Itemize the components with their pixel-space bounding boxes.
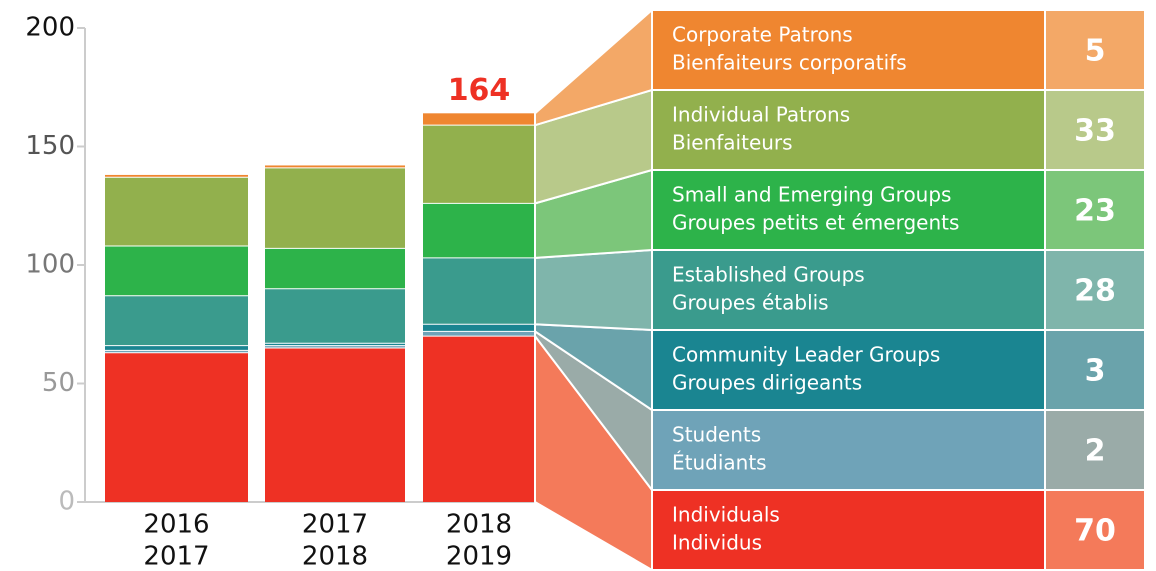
bar-segment	[105, 177, 248, 247]
bar-segment	[105, 246, 248, 296]
legend-label-cell	[651, 169, 1046, 251]
legend-value: 70	[1074, 514, 1116, 549]
legend-value: 28	[1074, 274, 1116, 309]
bar-segment	[423, 125, 535, 204]
x-tick-label: 2018	[302, 542, 368, 571]
legend-value-cell	[1044, 409, 1146, 491]
legend-label: Individual Patrons	[672, 103, 850, 127]
bar-segment	[105, 350, 248, 353]
legend-label: Groupes petits et émergents	[672, 211, 959, 235]
legend-value: 33	[1074, 114, 1116, 149]
legend-label-cell	[651, 249, 1046, 331]
legend-label-cell	[651, 329, 1046, 411]
legend-label: Individuals	[672, 503, 780, 527]
legend-label: Small and Emerging Groups	[672, 183, 951, 207]
legend-label: Groupes établis	[672, 291, 829, 315]
legend-label: Students	[672, 423, 761, 447]
legend-label-cell	[651, 9, 1046, 91]
legend-value-cell	[1044, 489, 1146, 571]
legend-value: 23	[1074, 194, 1116, 229]
bar-segment	[105, 295, 248, 346]
legend-value: 5	[1085, 34, 1106, 69]
x-tick-label: 2017	[302, 510, 368, 540]
bar-segment	[105, 345, 248, 351]
legend-value-cell	[1044, 249, 1146, 331]
x-tick-label: 2016	[143, 510, 209, 540]
bar-segment	[265, 167, 405, 249]
legend-label-cell	[651, 489, 1046, 571]
legend-value-cell	[1044, 9, 1146, 91]
bar-segment	[265, 165, 405, 168]
bar-segment	[423, 331, 535, 337]
bar-segment	[423, 113, 535, 126]
legend-label: Étudiants	[672, 451, 767, 475]
bar-segment	[423, 336, 535, 502]
legend-label-cell	[651, 409, 1046, 491]
bar-segment	[265, 347, 405, 502]
bar-segment	[105, 352, 248, 502]
y-tick-label: 100	[25, 250, 75, 280]
legend-value-cell	[1044, 169, 1146, 251]
legend-label: Groupes dirigeants	[672, 371, 862, 395]
legend-value: 2	[1085, 434, 1106, 469]
bar-segment	[423, 324, 535, 332]
legend-label: Corporate Patrons	[672, 23, 853, 47]
bar-segment	[423, 203, 535, 258]
legend-label: Individus	[672, 531, 762, 555]
y-tick-label: 50	[42, 368, 75, 398]
x-tick-label: 2017	[143, 542, 209, 571]
y-tick-label: 200	[25, 13, 75, 43]
bar-segment	[265, 288, 405, 344]
y-tick-label: 0	[58, 487, 75, 517]
bar-segment	[265, 343, 405, 346]
bar-segment	[265, 248, 405, 289]
legend-value-cell	[1044, 89, 1146, 171]
legend-value-cell	[1044, 329, 1146, 411]
x-tick-label: 2019	[446, 542, 512, 571]
y-tick-label: 150	[25, 131, 75, 161]
x-tick-label: 2018	[446, 510, 512, 540]
legend-label: Bienfaiteurs	[672, 131, 793, 155]
bar-segment	[105, 174, 248, 178]
legend-label: Bienfaiteurs corporatifs	[672, 51, 907, 75]
bar-segment	[265, 345, 405, 348]
total-label: 164	[448, 73, 511, 108]
bar-segment	[423, 257, 535, 325]
legend-value: 3	[1085, 354, 1106, 389]
legend-label: Established Groups	[672, 263, 865, 287]
legend-label-cell	[651, 89, 1046, 171]
legend-label: Community Leader Groups	[672, 343, 940, 367]
connector	[534, 248, 653, 332]
